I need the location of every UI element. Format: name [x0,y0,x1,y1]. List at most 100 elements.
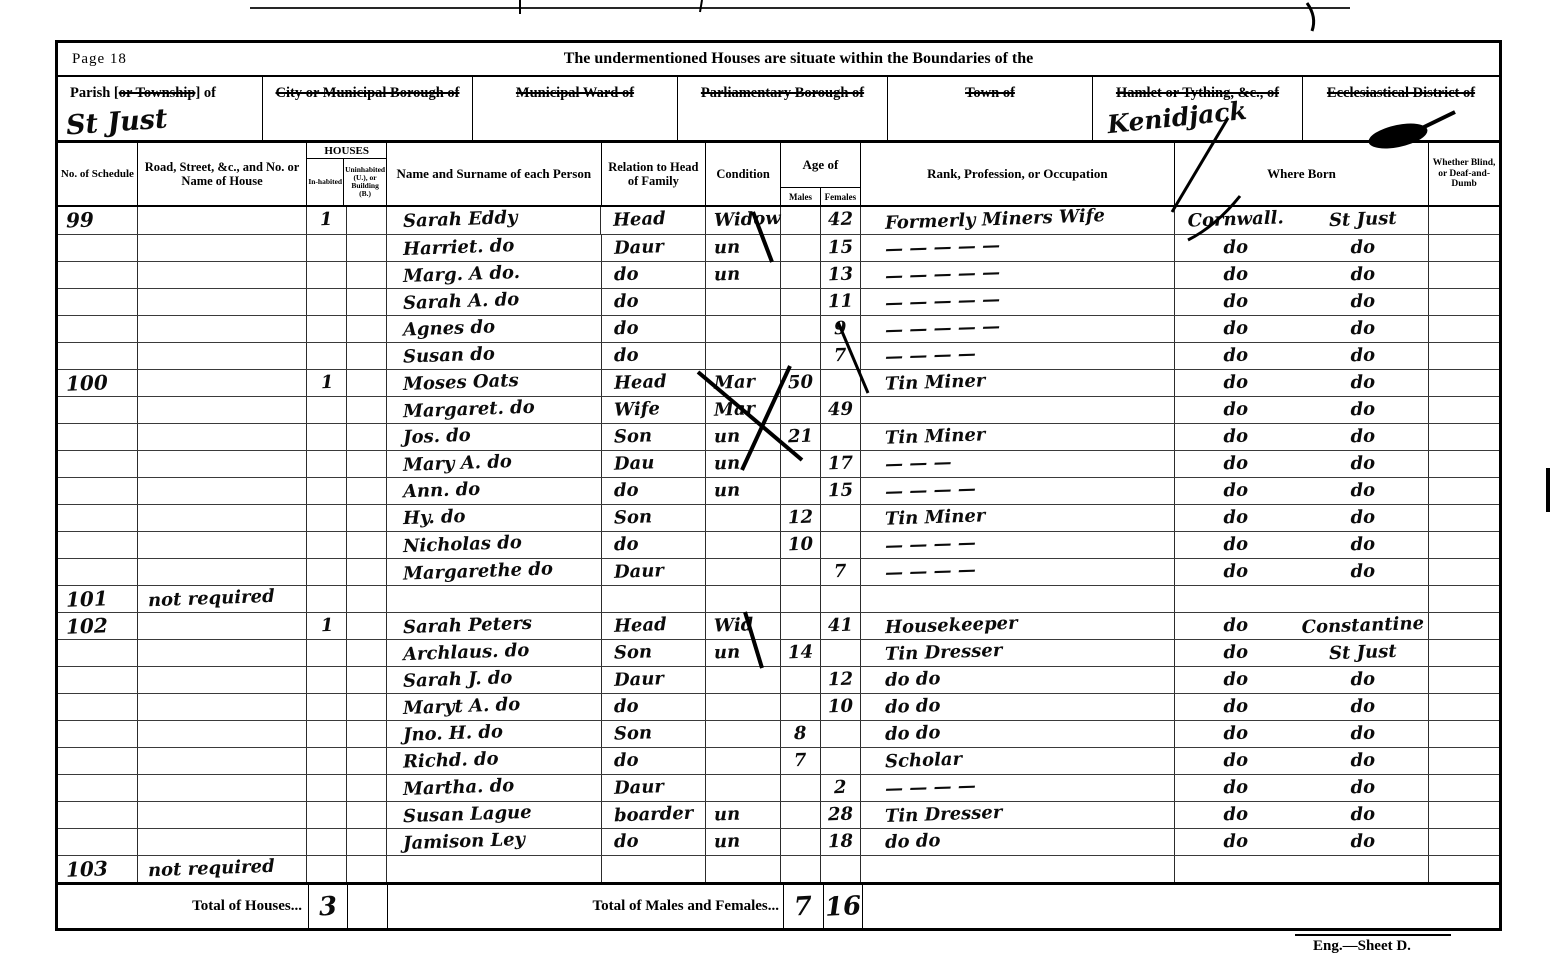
table-row: Ann. do do un 15 — — — — do do [58,477,1499,504]
condition-cell: un [706,262,782,288]
totals-blank [863,885,1499,928]
relation-cell: Son [602,640,707,666]
schedule-cell [58,640,138,666]
total-houses-value: 3 [318,891,338,922]
where-born-cell: do do [1175,289,1430,315]
age-male-cell: 7 [781,748,821,774]
relation-cell [602,586,707,612]
pen-stroke [699,0,703,13]
census-form: Page 18 The undermentioned Houses are si… [55,40,1502,931]
occupation-cell: — — — — [861,559,1175,585]
inhabited-cell: 1 [307,613,348,639]
name-cell: Ann. do [387,478,602,504]
age-female-cell [821,856,861,882]
age-female-cell: 42 [821,207,861,234]
condition-cell [706,856,782,882]
age-male-cell [781,613,821,639]
condition-cell: un [706,829,782,855]
age-male-cell: 50 [781,370,821,396]
road-cell [138,316,308,342]
age-male-cell [781,207,822,234]
parish-label-pre: Parish [ [70,85,119,101]
schedule-cell [58,343,138,369]
uninhabited-cell [347,775,388,801]
relation-cell: Head [602,370,707,396]
road-cell [138,559,308,585]
age-female-cell: 7 [821,559,861,585]
municipal-ward-label: Municipal Ward of [515,85,635,101]
occupation-cell: do do [861,667,1175,693]
road-cell [138,802,308,828]
table-row: Susan Lague boarder un 28 Tin Dresser do… [58,801,1499,828]
occupation-cell: — — — — [861,343,1175,369]
total-males-value: 7 [793,891,814,922]
inhabited-cell [307,235,348,261]
road-cell [138,451,308,477]
age-female-cell [821,586,861,612]
col-condition: Condition [706,143,782,205]
inhabited-cell [307,829,348,855]
road-cell [138,721,308,747]
road-cell [138,532,308,558]
uninhabited-cell [347,424,388,450]
locality-band: Parish [or Township] of St Just City or … [58,77,1499,143]
occupation-cell: — — — — — [861,262,1175,288]
where-born-cell [1175,586,1430,612]
inhabited-cell: 1 [307,207,348,234]
relation-cell: do [602,748,707,774]
road-cell [138,748,308,774]
road-cell [138,829,308,855]
age-female-cell: 11 [821,289,861,315]
road-cell [138,207,308,234]
relation-cell: Son [602,505,707,531]
blind-deaf-cell [1429,289,1499,315]
where-born-cell: do do [1175,748,1430,774]
age-female-cell [821,505,861,531]
town-label: Town of [965,85,1015,101]
road-cell [138,235,308,261]
age-male-cell: 12 [781,505,821,531]
blind-deaf-cell [1429,370,1499,396]
road-cell [138,667,308,693]
condition-cell: un [706,640,782,666]
blind-deaf-cell [1429,856,1499,882]
road-cell: not required [138,856,308,882]
name-cell: Jamison Ley [387,829,602,855]
where-born-cell: do do [1175,802,1430,828]
blind-deaf-cell [1429,505,1499,531]
inhabited-cell [307,397,348,423]
occupation-cell: Scholar [861,748,1175,774]
age-male-cell [781,802,821,828]
condition-cell: Widow [706,207,781,234]
col-females: Females [824,192,857,202]
condition-cell [706,532,782,558]
uninhabited-cell [347,721,388,747]
relation-cell: Wife [602,397,707,423]
table-row: 99 1 Sarah Eddy Head Widow 42 Formerly M… [58,205,1499,234]
inhabited-cell [307,721,348,747]
city-borough-field: City or Municipal Borough of [263,77,473,140]
uninhabited-cell [347,613,388,639]
occupation-cell: — — — — — [861,289,1175,315]
table-row: Margaret. do Wife Mar 49 do do [58,396,1499,423]
uninhabited-cell [347,397,388,423]
blind-deaf-cell [1429,235,1499,261]
where-born-cell: do do [1175,721,1430,747]
road-cell [138,775,308,801]
table-row: Jamison Ley do un 18 do do do do [58,828,1499,855]
inhabited-cell [307,694,348,720]
relation-cell: Daur [602,775,707,801]
schedule-cell: 99 [58,207,138,234]
parish-label-post: ] of [195,85,216,101]
age-female-cell: 17 [821,451,861,477]
condition-cell [706,667,782,693]
age-female-cell [821,424,861,450]
relation-cell: do [602,316,707,342]
occupation-cell: do do [861,829,1175,855]
sheet-note: Eng.—Sheet D. [1295,934,1451,955]
condition-cell [706,748,782,774]
uninhabited-cell [347,478,388,504]
table-row: Agnes do do 9 — — — — — do do [58,315,1499,342]
uninhabited-cell [347,207,388,234]
